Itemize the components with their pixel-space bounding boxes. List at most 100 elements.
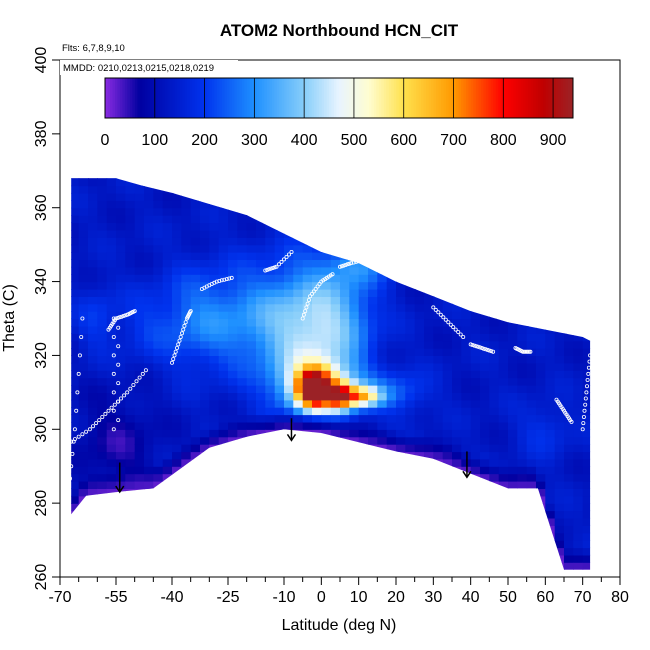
heatmap-cell [433, 355, 444, 364]
heatmap-cell [554, 348, 565, 356]
heatmap-cell [442, 311, 453, 320]
heatmap-cell [433, 252, 444, 260]
heatmap-cell [153, 407, 164, 416]
heatmap-cell [125, 178, 136, 179]
heatmap-cell [470, 399, 481, 408]
heatmap-cell [330, 237, 341, 246]
heatmap-cell [181, 192, 192, 201]
heatmap-cell [414, 192, 425, 201]
heatmap-cell [573, 517, 584, 526]
colorbar-segment [127, 78, 131, 118]
heatmap-cell [582, 554, 591, 563]
heatmap-cell [424, 281, 434, 290]
heatmap-cell [414, 311, 425, 320]
heatmap-cell [526, 340, 537, 349]
heatmap-cell [526, 399, 537, 408]
heatmap-cell [405, 451, 416, 460]
heatmap-cell [358, 296, 369, 305]
heatmap-cell [442, 252, 453, 260]
heatmap-cell [246, 192, 257, 201]
heatmap-cell [237, 562, 248, 570]
heatmap-cell [433, 333, 444, 342]
heatmap-cell [71, 303, 80, 312]
heatmap-cell [358, 466, 369, 475]
heatmap-cell [293, 488, 304, 497]
heatmap-cell [358, 436, 369, 445]
heatmap-cell [246, 333, 257, 342]
heatmap-cell [564, 547, 574, 556]
heatmap-cell [172, 370, 182, 379]
heatmap-cell [274, 229, 285, 238]
heatmap-cell [545, 333, 556, 342]
heatmap-cell [125, 458, 136, 467]
heatmap-cell [442, 178, 453, 187]
heatmap-cell [237, 325, 248, 334]
heatmap-cell [97, 473, 108, 482]
heatmap-cell [461, 252, 472, 260]
heatmap-cell [162, 510, 173, 519]
heatmap-cell [78, 399, 89, 408]
heatmap-cell [461, 303, 472, 312]
heatmap-cell [181, 370, 192, 379]
heatmap-cell [564, 222, 574, 231]
flight-point [122, 393, 127, 398]
heatmap-cell [330, 348, 341, 356]
heatmap-cell [256, 266, 266, 275]
heatmap-cell [349, 436, 360, 445]
heatmap-cell [340, 178, 350, 187]
heatmap-cell [545, 252, 556, 260]
heatmap-cell [265, 377, 276, 386]
heatmap-cell [386, 355, 397, 364]
heatmap-cell [302, 266, 313, 275]
heatmap-cell [265, 163, 275, 171]
flight-point [303, 309, 308, 314]
flight-point [528, 349, 533, 354]
heatmap-cell [386, 303, 397, 312]
heatmap-cell [461, 259, 472, 268]
heatmap-cell [508, 215, 518, 224]
heatmap-cell [564, 481, 574, 489]
heatmap-cell [312, 540, 322, 549]
heatmap-cell [377, 392, 388, 401]
heatmap-cell [377, 385, 388, 393]
heatmap-cell [265, 481, 276, 489]
heatmap-cell [125, 488, 136, 497]
heatmap-cell [396, 488, 406, 497]
heatmap-cell [246, 259, 257, 268]
heatmap-cell [144, 532, 154, 541]
heatmap-cell [144, 377, 154, 386]
heatmap-cell [377, 200, 388, 209]
heatmap-cell [293, 532, 304, 541]
heatmap-cell [312, 547, 322, 556]
heatmap-cell [302, 525, 313, 534]
heatmap-cell [573, 362, 584, 371]
heatmap-cell [424, 266, 434, 275]
heatmap-cell [144, 325, 154, 334]
heatmap-cell [218, 259, 229, 268]
flight-point [75, 390, 80, 395]
heatmap-cell [78, 540, 89, 549]
heatmap-cell [386, 185, 397, 194]
heatmap-cell [592, 304, 602, 312]
heatmap-cell [582, 340, 591, 349]
heatmap-cell [78, 525, 89, 534]
heatmap-cell [358, 532, 369, 541]
heatmap-cell [480, 252, 490, 260]
heatmap-cell [125, 325, 136, 334]
heatmap-cell [181, 215, 192, 224]
heatmap-cell [526, 458, 537, 467]
colorbar-segment [413, 78, 417, 118]
heatmap-cell [162, 340, 173, 349]
heatmap-cell [246, 392, 257, 401]
heatmap-cell [181, 481, 192, 489]
heatmap-cell [88, 554, 98, 563]
heatmap-cell [526, 229, 537, 238]
heatmap-cell [526, 296, 537, 305]
heatmap-cell [246, 200, 257, 209]
heatmap-cell [321, 340, 332, 349]
heatmap-cell [517, 215, 528, 224]
heatmap-cell [256, 185, 266, 194]
heatmap-cell [200, 399, 210, 408]
heatmap-cell [508, 562, 518, 570]
heatmap-cell [144, 436, 154, 445]
